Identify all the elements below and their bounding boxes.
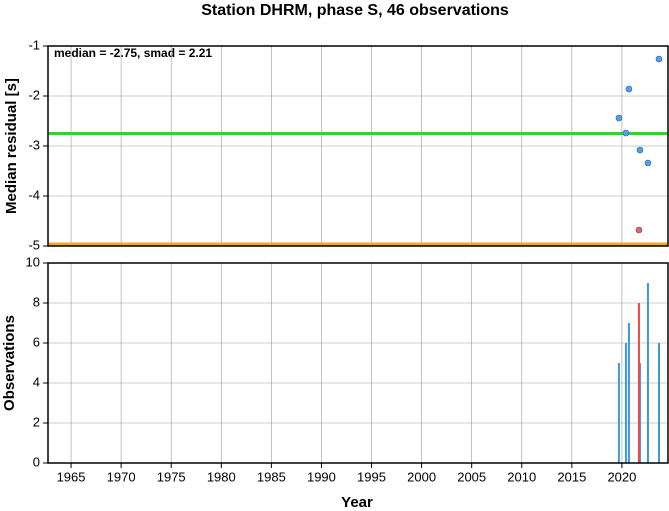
plot-frame bbox=[47, 262, 669, 464]
x-tick-label: 2020 bbox=[607, 469, 636, 484]
bar bbox=[638, 363, 641, 463]
point bbox=[655, 55, 663, 63]
bar bbox=[646, 283, 649, 463]
x-tick-label: 1990 bbox=[307, 469, 336, 484]
x-tick-label: 1975 bbox=[157, 469, 186, 484]
point bbox=[622, 129, 630, 137]
x-tick-label: 1980 bbox=[207, 469, 236, 484]
x-tick-label: 2010 bbox=[507, 469, 536, 484]
y-tick-label: 4 bbox=[33, 374, 40, 389]
bar bbox=[624, 343, 627, 463]
x-tick-label: 2005 bbox=[457, 469, 486, 484]
y-axis-label: Median residual [s] bbox=[3, 78, 20, 214]
bar bbox=[637, 303, 640, 463]
y-tick-label: -3 bbox=[28, 137, 40, 152]
x-tick-label: 2000 bbox=[407, 469, 436, 484]
y-tick-label: 8 bbox=[33, 294, 40, 309]
x-tick-label: 1965 bbox=[57, 469, 86, 484]
bar bbox=[657, 343, 660, 463]
x-tick-label: 1995 bbox=[357, 469, 386, 484]
point bbox=[644, 159, 652, 167]
x-axis-label: Year bbox=[341, 494, 373, 511]
annotation: median = -2.75, smad = 2.21 bbox=[54, 46, 212, 60]
plot-frame bbox=[47, 45, 669, 247]
point bbox=[615, 114, 623, 122]
x-tick-label: 1970 bbox=[107, 469, 136, 484]
bar bbox=[617, 363, 620, 463]
y-tick-label: -1 bbox=[28, 37, 40, 52]
x-tick-label: 1985 bbox=[257, 469, 286, 484]
bar bbox=[627, 323, 630, 463]
y-tick-label: 2 bbox=[33, 414, 40, 429]
y-tick-label: 6 bbox=[33, 334, 40, 349]
y-tick-label: -4 bbox=[28, 187, 40, 202]
y-tick-label: -2 bbox=[28, 87, 40, 102]
y-tick-label: 10 bbox=[26, 254, 40, 269]
x-tick-label: 2015 bbox=[557, 469, 586, 484]
chart-title: Station DHRM, phase S, 46 observations bbox=[201, 2, 509, 19]
y-tick-label: 0 bbox=[33, 454, 40, 469]
point bbox=[635, 226, 643, 234]
y-axis-label: Observations bbox=[1, 315, 18, 411]
y-tick-label: -5 bbox=[28, 237, 40, 252]
point bbox=[625, 85, 633, 93]
point bbox=[636, 146, 644, 154]
